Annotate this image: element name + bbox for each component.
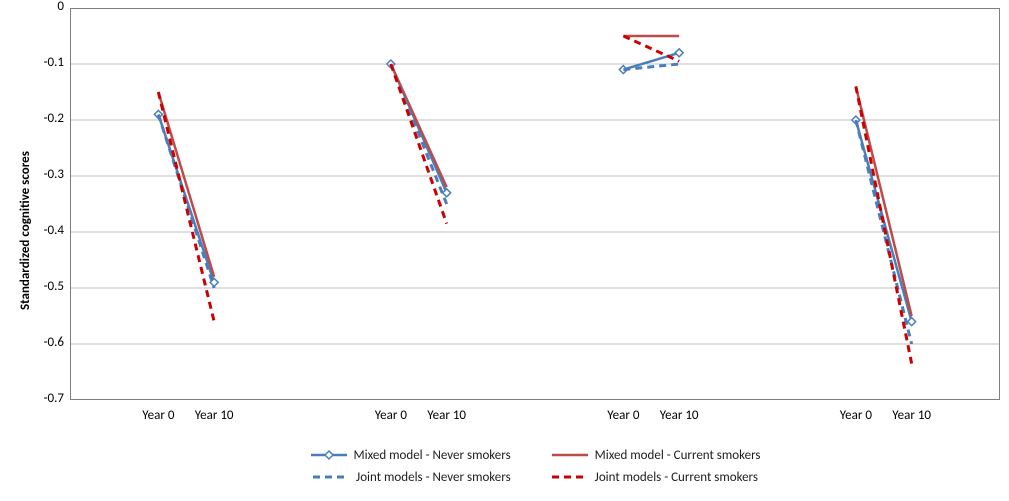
y-tick-label: -0.7 [24, 391, 64, 406]
y-tick-label: -0.4 [24, 223, 64, 238]
y-tick-label: -0.6 [24, 335, 64, 350]
x-tick-label: Year 10 [179, 408, 249, 423]
plot-area [70, 8, 1000, 400]
y-tick-label: 0 [24, 0, 64, 14]
x-tick-label: Year 10 [644, 408, 714, 423]
legend-item-joint-current: Joint models - Current smokers [551, 470, 758, 485]
cognitive-decline-chart: Standardized cognitive scores 0-0.1-0.2-… [0, 0, 1009, 501]
y-tick-label: -0.2 [24, 111, 64, 126]
legend: Mixed model - Never smokers Mixed model … [70, 444, 1000, 488]
legend-row-2: Joint models - Never smokers Joint model… [70, 466, 1000, 488]
legend-label-joint-never: Joint models - Never smokers [356, 470, 511, 485]
legend-swatch-mixed-current [551, 448, 589, 462]
legend-item-mixed-never: Mixed model - Never smokers [310, 448, 511, 463]
legend-label-joint-current: Joint models - Current smokers [595, 470, 758, 485]
legend-label-mixed-never: Mixed model - Never smokers [354, 448, 511, 463]
y-tick-label: -0.5 [24, 279, 64, 294]
legend-swatch-joint-never [312, 470, 350, 484]
legend-label-mixed-current: Mixed model - Current smokers [595, 448, 761, 463]
x-tick-label: Year 10 [412, 408, 482, 423]
legend-row-1: Mixed model - Never smokers Mixed model … [70, 444, 1000, 466]
legend-swatch-joint-current [551, 470, 589, 484]
y-tick-label: -0.3 [24, 167, 64, 182]
x-tick-label: Year 10 [877, 408, 947, 423]
plot-svg [70, 8, 1000, 400]
legend-swatch-mixed-never [310, 448, 348, 462]
legend-item-mixed-current: Mixed model - Current smokers [551, 448, 761, 463]
y-tick-label: -0.1 [24, 55, 64, 70]
legend-item-joint-never: Joint models - Never smokers [312, 470, 511, 485]
